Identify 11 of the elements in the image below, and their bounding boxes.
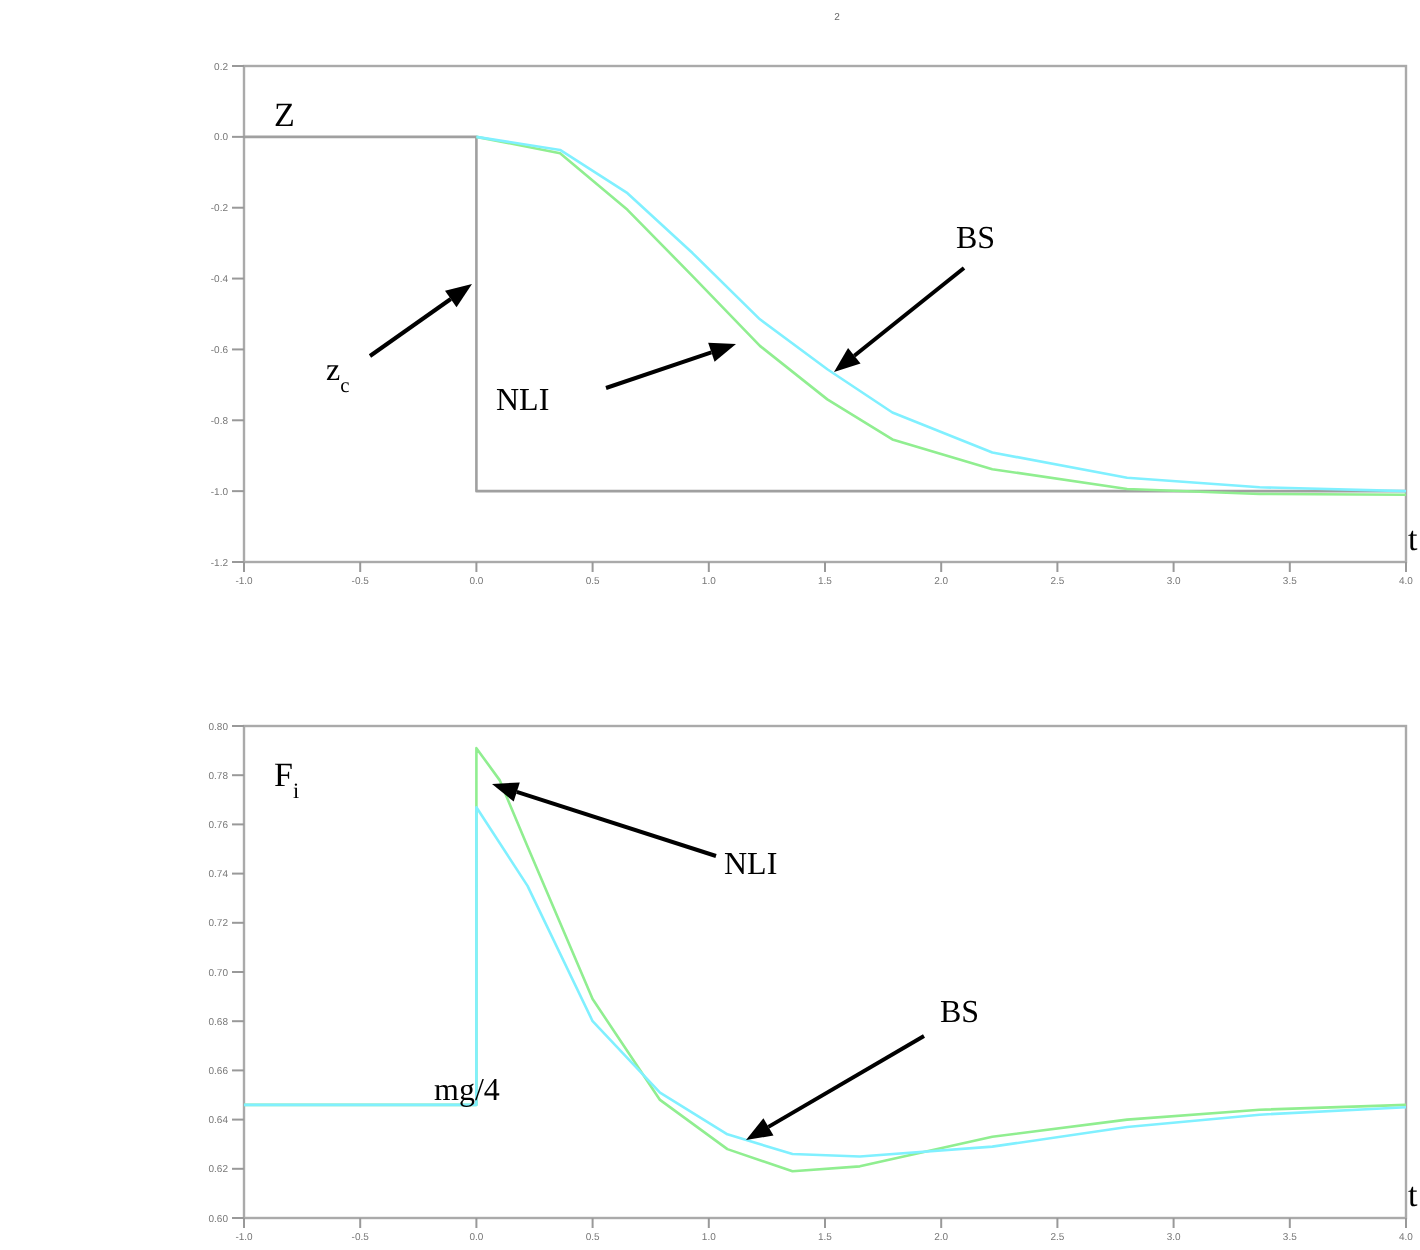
line-series [242, 805, 1408, 1158]
y-axis-title: Z [274, 96, 295, 134]
annotation: NLI [496, 384, 550, 418]
annotation: BS [940, 996, 980, 1030]
x-axis-title: t [1408, 1176, 1418, 1214]
annotation: NLI [724, 848, 778, 882]
annotation: mg/4 [434, 1074, 500, 1108]
x-axis-title: t [1408, 520, 1418, 558]
y-axis-title: F$_{i}$ [274, 756, 300, 804]
annotation: BS [956, 222, 996, 256]
annotation: z$_{c}$ [326, 354, 351, 397]
